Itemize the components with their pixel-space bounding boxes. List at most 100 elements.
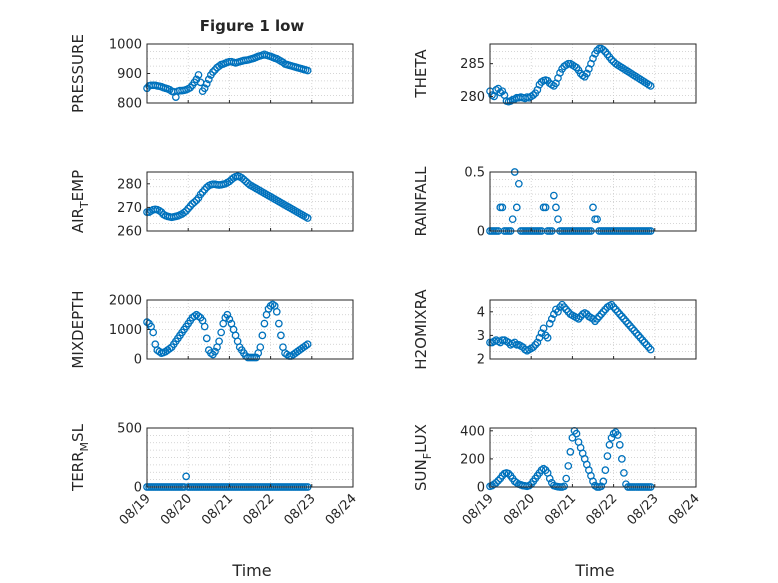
data-point	[512, 203, 521, 212]
y-tick-label: 500	[117, 422, 142, 437]
data-point	[554, 215, 562, 224]
data-point	[574, 315, 583, 323]
data-point	[599, 307, 608, 316]
y-axis-label: PRESSURE	[69, 34, 87, 113]
data-point	[165, 85, 174, 94]
y-label-sub: T	[78, 201, 91, 209]
x-tick-label: 08/20	[158, 491, 195, 528]
subplot-4: 0 0.5 RAINFALL	[412, 166, 697, 240]
axes-box	[146, 171, 354, 232]
data-point	[165, 344, 174, 353]
data-point	[186, 202, 195, 211]
y-axis-label: MIXDEPTH	[69, 290, 87, 368]
data-point	[545, 319, 554, 328]
data-point	[508, 215, 517, 224]
data-point	[582, 69, 591, 78]
y-label-main: SUN	[412, 459, 430, 491]
data-point	[182, 472, 190, 481]
data-point	[272, 307, 281, 316]
y-label-sub: F	[421, 453, 434, 459]
axes-box	[146, 427, 354, 488]
y-tick-label: 400	[460, 424, 485, 439]
data-point	[550, 191, 558, 200]
data-point	[202, 334, 211, 343]
data-point	[589, 477, 597, 486]
subplot-5: 0 1000 2000 MIXDEPTH	[69, 290, 354, 369]
y-tick-label: 0	[134, 481, 142, 496]
data-point	[620, 469, 628, 477]
data-point	[303, 340, 312, 349]
data-point	[492, 478, 501, 487]
data-point	[620, 315, 628, 323]
data-point	[605, 441, 614, 449]
data-point	[589, 54, 597, 63]
data-point	[190, 198, 199, 207]
data-point	[644, 343, 653, 352]
data-point	[554, 307, 562, 316]
data-point	[617, 312, 626, 321]
data-point	[552, 203, 560, 212]
y-axis-label: TERRMSL	[69, 423, 91, 492]
data-point	[192, 196, 201, 205]
data-point	[597, 310, 606, 319]
data-point	[589, 203, 597, 212]
data-point	[539, 324, 548, 333]
series-markers	[143, 472, 312, 491]
y-axis-label: AIRTEMP	[69, 170, 91, 233]
data-point	[628, 324, 636, 333]
data-point	[498, 203, 507, 212]
data-point	[564, 462, 573, 470]
x-tick-label: 08/22	[583, 491, 620, 528]
y-label-rest: EMP	[69, 170, 87, 201]
axes-box	[489, 171, 697, 232]
y-tick-label: 3	[477, 329, 485, 344]
data-point	[622, 317, 630, 326]
y-axis-label: SUNFLUX	[412, 424, 434, 491]
data-point	[603, 452, 612, 460]
y-tick-label: 1000	[109, 323, 142, 338]
data-point	[597, 482, 606, 491]
data-point	[638, 336, 647, 344]
data-point	[547, 315, 556, 323]
x-axis-label-right: Time	[574, 561, 614, 580]
y-tick-label: 1000	[109, 38, 142, 53]
x-tick-label: 08/20	[501, 491, 538, 528]
y-tick-label: 285	[460, 57, 485, 72]
subplot-6: 2 3 4 H2OMIXRA	[412, 289, 697, 370]
data-point	[558, 300, 566, 309]
x-tick-label: 08/21	[199, 491, 236, 528]
y-axis-label: H2OMIXRA	[412, 289, 430, 370]
data-point	[217, 328, 226, 337]
y-tick-label: 800	[117, 97, 142, 112]
data-point	[303, 214, 312, 222]
data-point	[202, 79, 211, 88]
figure-title: Figure 1 low	[200, 17, 305, 35]
data-point	[180, 208, 188, 217]
y-tick-label: 0	[477, 481, 485, 496]
y-tick-label: 200	[460, 452, 485, 467]
data-point	[566, 448, 575, 456]
data-point	[562, 474, 571, 483]
data-point	[239, 175, 248, 184]
data-point	[607, 300, 616, 309]
data-point	[207, 349, 215, 357]
y-tick-label: 0.5	[464, 166, 485, 181]
data-point	[593, 315, 601, 323]
x-tick-label: 08/24	[666, 491, 703, 528]
data-point	[572, 429, 581, 438]
data-point	[204, 75, 213, 84]
data-point	[595, 312, 604, 321]
data-point	[541, 331, 550, 340]
y-axis-label: THETA	[412, 49, 430, 99]
data-point	[613, 307, 622, 316]
series-markers	[143, 300, 312, 362]
series-markers	[486, 44, 655, 106]
data-point	[556, 68, 564, 77]
data-point	[560, 482, 569, 491]
axes-box	[489, 427, 697, 488]
data-point	[533, 338, 542, 347]
x-axis-label-left: Time	[231, 561, 271, 580]
data-point	[615, 310, 624, 319]
data-point	[552, 305, 560, 314]
axes-box	[489, 43, 697, 104]
